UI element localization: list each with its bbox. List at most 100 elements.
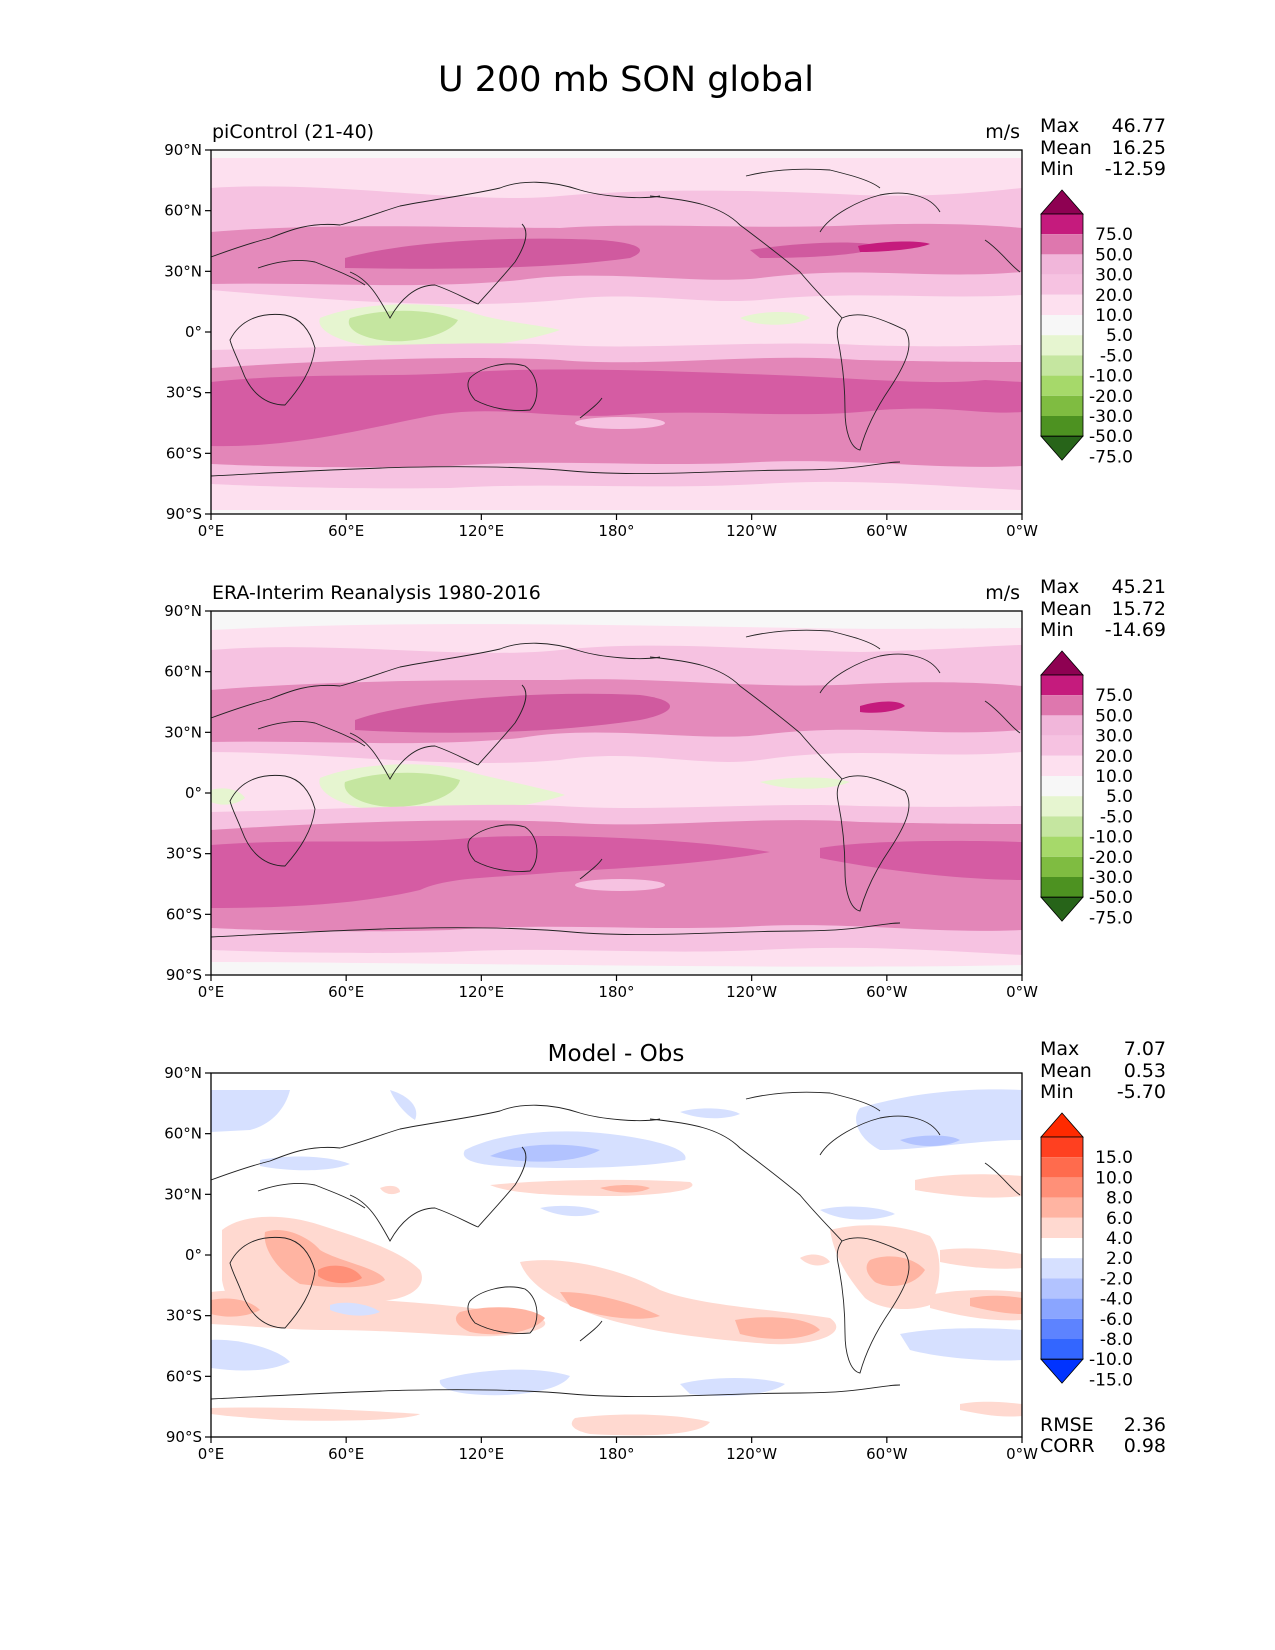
colorbar-label: -75.0 xyxy=(1089,447,1133,467)
colorbar-label: 10.0 xyxy=(1095,1168,1133,1188)
x-tick-label: 180° xyxy=(598,522,634,540)
colorbar-label: -30.0 xyxy=(1089,868,1133,888)
jet-core xyxy=(820,840,1022,880)
error-stats: RMSE 2.36 CORR 0.98 xyxy=(1040,1414,1166,1457)
y-tick-label: 90°S xyxy=(166,966,202,984)
negative-anomaly xyxy=(211,1339,290,1371)
colorbar-outline xyxy=(1040,1136,1084,1360)
colorbar-swatch xyxy=(1041,335,1083,356)
min-label: Min xyxy=(1040,619,1074,641)
x-tick-label: 60°W xyxy=(866,1445,908,1463)
positive-anomaly xyxy=(915,1174,1022,1198)
colorbar-swatch xyxy=(1041,395,1083,416)
colorbar-swatch xyxy=(1041,1318,1083,1339)
figure-title: U 200 mb SON global xyxy=(438,60,814,100)
colorbar-extend-min xyxy=(1040,435,1084,461)
colorbar-swatch xyxy=(1041,776,1083,797)
x-tick-label: 60°E xyxy=(328,522,364,540)
y-tick-label: 30°N xyxy=(164,723,202,741)
colorbar-extend-min xyxy=(1040,896,1084,922)
y-axis: 90°N 60°N 30°N 0° 30°S 60°S 90°S xyxy=(164,141,211,523)
colorbar-swatch xyxy=(1041,1177,1083,1198)
colorbar-label: 10.0 xyxy=(1095,306,1133,326)
colorbar-label: -10.0 xyxy=(1089,367,1133,387)
x-tick-label: 120°E xyxy=(459,522,505,540)
colorbar-swatch xyxy=(1041,675,1083,696)
x-tick-label: 0°E xyxy=(198,983,225,1001)
mean-value: 16.25 xyxy=(1112,137,1166,159)
colorbar-swatch xyxy=(1041,755,1083,776)
x-tick-label: 0°W xyxy=(1006,983,1038,1001)
panel-title: ERA-Interim Reanalysis 1980-2016 xyxy=(212,582,541,604)
colorbar-swatch xyxy=(1041,294,1083,315)
negative-anomaly xyxy=(439,1369,570,1396)
colorbar-label: 20.0 xyxy=(1095,747,1133,767)
colorbar-swatch xyxy=(1041,1238,1083,1259)
positive-anomaly xyxy=(940,1248,1022,1269)
negative-anomaly xyxy=(680,1108,740,1119)
x-tick-label: 120°W xyxy=(726,1445,777,1463)
jet-core xyxy=(355,693,670,733)
negative-anomaly xyxy=(211,1090,290,1132)
stats-box: Max 46.77 Mean 16.25 Min -12.59 xyxy=(1040,115,1166,180)
colorbar-swatch xyxy=(1041,315,1083,336)
colorbar-swatch xyxy=(1041,1197,1083,1218)
units-label: m/s xyxy=(985,121,1020,143)
colorbar-swatch xyxy=(1041,1339,1083,1360)
colorbar-label: 50.0 xyxy=(1095,706,1133,726)
x-tick-label: 180° xyxy=(598,983,634,1001)
positive-anomaly xyxy=(211,1407,420,1421)
positive-anomaly xyxy=(970,1295,1022,1314)
colorbar-swatch xyxy=(1041,214,1083,235)
x-tick-label: 0°W xyxy=(1006,1445,1038,1463)
negative-anomaly xyxy=(330,1302,380,1316)
min-label: Min xyxy=(1040,158,1074,180)
colorbar-label: 10.0 xyxy=(1095,767,1133,787)
jet-core xyxy=(345,238,640,269)
colorbar-swatch xyxy=(1041,1258,1083,1279)
positive-anomaly xyxy=(318,1265,362,1284)
colorbar-label: -50.0 xyxy=(1089,427,1133,447)
colorbar-label: 5.0 xyxy=(1106,326,1133,346)
colorbar: 75.050.030.020.010.05.0-5.0-10.0-20.0-30… xyxy=(1040,189,1133,467)
rmse-value: 2.36 xyxy=(1124,1414,1166,1436)
colorbar-swatch xyxy=(1041,877,1083,898)
colorbar-swatch xyxy=(1041,1298,1083,1319)
min-value: -5.70 xyxy=(1117,1081,1166,1103)
colorbar-label: 15.0 xyxy=(1095,1148,1133,1168)
colorbar-swatch xyxy=(1041,355,1083,376)
max-value: 46.77 xyxy=(1112,115,1166,137)
jet-core xyxy=(750,242,880,258)
colorbar-label: 20.0 xyxy=(1095,286,1133,306)
colorbar-extend-max xyxy=(1040,650,1084,676)
x-tick-label: 0°E xyxy=(198,1445,225,1463)
x-tick-label: 120°E xyxy=(459,983,505,1001)
max-label: Max xyxy=(1040,115,1079,137)
colorbar-label: 8.0 xyxy=(1106,1189,1133,1209)
stats-box: Max 45.21 Mean 15.72 Min -14.69 xyxy=(1040,576,1166,641)
y-tick-label: 0° xyxy=(185,1246,202,1264)
x-axis: 0°E 60°E 120°E 180° 120°W 60°W 0°W xyxy=(198,514,1038,540)
colorbar-swatch xyxy=(1041,416,1083,437)
mean-label: Mean xyxy=(1040,137,1092,159)
colorbar-label: -10.0 xyxy=(1089,1350,1133,1370)
positive-anomaly xyxy=(735,1317,820,1339)
colorbar: 75.050.030.020.010.05.0-5.0-10.0-20.0-30… xyxy=(1040,650,1133,928)
colorbar-label: -75.0 xyxy=(1089,908,1133,928)
x-axis: 0°E 60°E 120°E 180° 120°W 60°W 0°W xyxy=(198,975,1038,1001)
colorbar-label: -30.0 xyxy=(1089,407,1133,427)
y-tick-label: 90°S xyxy=(166,505,202,523)
corr-label: CORR xyxy=(1040,1435,1095,1457)
colorbar-label: 6.0 xyxy=(1106,1209,1133,1229)
colorbar-outline xyxy=(1040,674,1084,898)
mean-value: 15.72 xyxy=(1112,598,1166,620)
y-tick-label: 60°N xyxy=(164,202,202,220)
colorbar-label: -20.0 xyxy=(1089,848,1133,868)
colorbar-label: -6.0 xyxy=(1100,1310,1133,1330)
colorbar-label: -2.0 xyxy=(1100,1269,1133,1289)
rmse-label: RMSE xyxy=(1040,1414,1094,1436)
panel-title: piControl (21-40) xyxy=(212,121,374,143)
field-band xyxy=(575,879,665,891)
colorbar-label: 2.0 xyxy=(1106,1249,1133,1269)
